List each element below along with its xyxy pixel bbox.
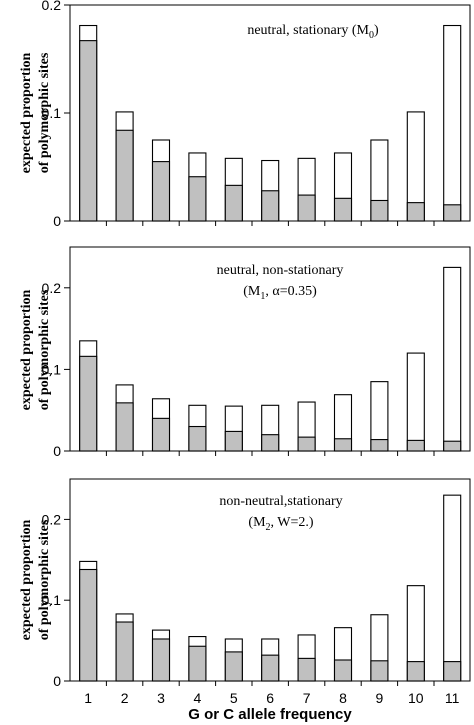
annotation-text: neutral, stationary (M: [247, 23, 369, 38]
y-axis-label: expected proportion of polymorphic sites: [19, 52, 52, 173]
y-tick-label: 0: [53, 213, 61, 229]
bar-part: [115, 621, 134, 682]
x-tick-label: 2: [121, 690, 129, 706]
bar-part: [406, 202, 425, 222]
bar-part: [370, 199, 389, 222]
bar-part: [115, 402, 134, 452]
bar-part: [333, 438, 353, 452]
bar-part: [115, 129, 134, 222]
bar-part: [224, 430, 243, 452]
x-tick-label: 9: [376, 690, 384, 706]
y-tick-label: 0.1: [42, 105, 62, 121]
x-tick-label: 11: [445, 690, 460, 706]
x-tick-label: 4: [194, 690, 202, 706]
panel-annotation-line: non-neutral,stationary: [219, 494, 342, 509]
bar-part: [261, 190, 280, 222]
bar-part: [297, 194, 316, 222]
bar-part: [151, 161, 171, 222]
y-axis-label-line: expected proportion: [19, 519, 34, 640]
bar-part: [333, 659, 353, 682]
y-tick-label: 0: [53, 443, 61, 459]
annotation-subscript: 2: [266, 522, 271, 533]
x-tick-label: 10: [408, 690, 424, 706]
y-axis-label: expected proportion of polymorphic sites: [19, 519, 52, 640]
annotation-subscript: 0: [369, 30, 374, 41]
panel-annotation-line: neutral, stationary (M0): [247, 23, 379, 41]
annotation-text: (M: [243, 284, 261, 299]
y-tick-label: 0.2: [42, 0, 62, 13]
y-tick-label: 0.2: [42, 280, 62, 296]
bar-part: [151, 638, 171, 682]
bar-part: [443, 661, 462, 682]
bar-part: [406, 439, 425, 452]
bar-part: [406, 661, 425, 682]
x-tick-label: 1: [84, 690, 92, 706]
bar-part: [261, 434, 280, 452]
annotation-text: , α=0.35): [265, 284, 317, 299]
y-axis-label-line: of polymorphic sites: [37, 519, 52, 640]
bar-part: [224, 651, 243, 682]
panel-annotation-line: (M1, α=0.35): [243, 284, 317, 302]
y-axis-label-line: of polymorphic sites: [37, 289, 52, 410]
y-axis-label-line: expected proportion: [19, 52, 34, 173]
annotation-subscript: 1: [260, 291, 265, 302]
bar-part: [224, 184, 243, 222]
x-axis-label: G or C allele frequency: [188, 706, 352, 723]
bar-part: [79, 568, 98, 682]
annotation-text: , W=2.): [271, 515, 314, 530]
y-axis-label-line: of polymorphic sites: [37, 52, 52, 173]
bar-part: [188, 176, 207, 222]
bar-total: [443, 494, 462, 682]
x-tick-label: 8: [339, 690, 347, 706]
bar-part: [151, 417, 171, 452]
bar-part: [79, 355, 98, 452]
bar-part: [297, 657, 316, 682]
bar-part: [370, 660, 389, 682]
annotation-text: ): [374, 23, 379, 38]
panel-annotation-line: (M2, W=2.): [248, 515, 313, 533]
bar-total: [406, 352, 425, 452]
bar-part: [443, 440, 462, 452]
x-tick-label: 6: [266, 690, 274, 706]
chart-panel-1: 0 0.1 0.2 expected proportion of polymorphic…: [19, 0, 471, 229]
x-tick-label: 7: [303, 690, 311, 706]
bar-part: [443, 204, 462, 222]
panel-annotation-line: neutral, non-stationary: [217, 263, 344, 278]
y-axis-label: expected proportion of polymorphic sites: [19, 289, 52, 410]
bar-part: [333, 197, 353, 222]
y-tick-label: 0: [53, 673, 61, 689]
y-tick-label: 0.1: [42, 361, 62, 377]
y-tick-label: 0.2: [42, 511, 62, 527]
bar-part: [188, 645, 207, 682]
bar-part: [261, 654, 280, 682]
bar-part: [297, 436, 316, 452]
bar-total: [443, 266, 462, 452]
bar-part: [188, 425, 207, 452]
bar-part: [79, 40, 98, 222]
x-tick-label: 5: [230, 690, 238, 706]
x-tick-label: 3: [157, 690, 165, 706]
annotation-text: (M: [248, 515, 266, 530]
bar-total: [443, 24, 462, 222]
bar-part: [370, 439, 389, 452]
y-tick-label: 0.1: [42, 592, 62, 608]
y-axis-label-line: expected proportion: [19, 289, 34, 410]
